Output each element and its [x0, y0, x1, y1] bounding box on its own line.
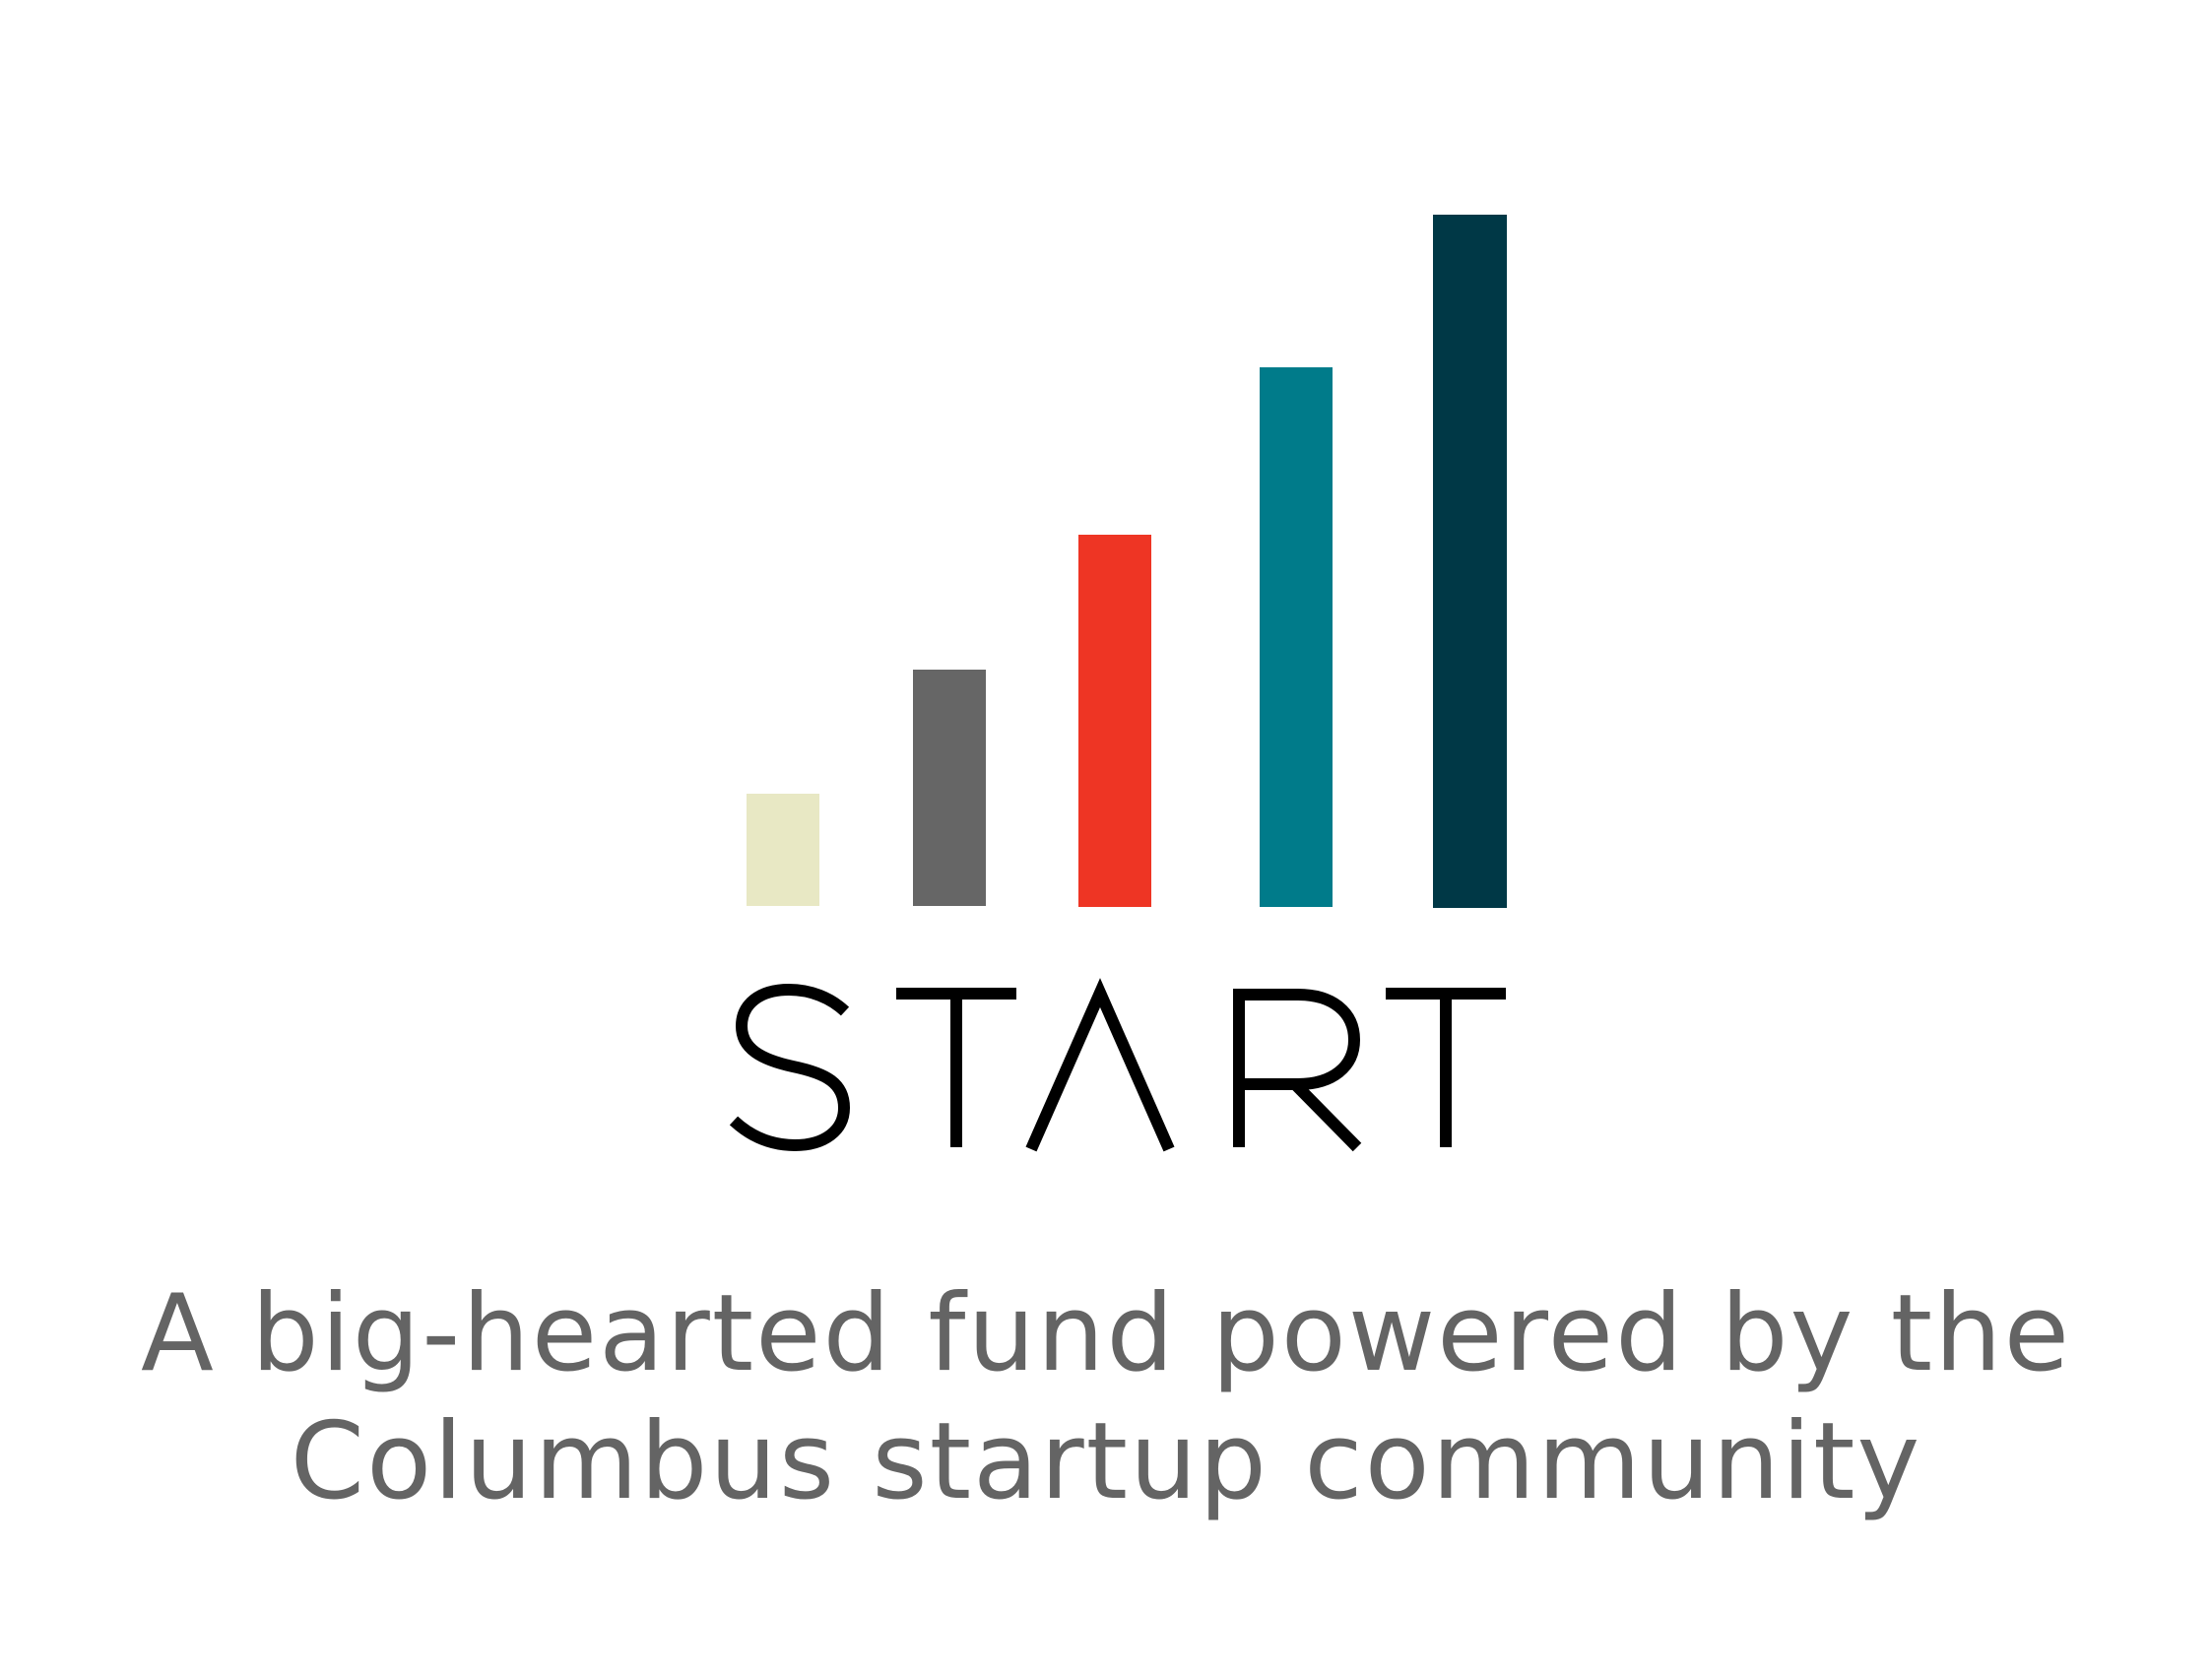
start-wordmark [729, 978, 1506, 1152]
logo-bar-2 [913, 670, 986, 906]
logo-bar-4 [1260, 367, 1333, 907]
logo-bar-3 [1078, 535, 1151, 907]
logo-bar-5 [1433, 215, 1507, 908]
logo-bar-1 [747, 794, 819, 906]
tagline-line-1: A big-hearted fund powered by the [140, 1272, 2072, 1395]
tagline-line-2: Columbus startup community [290, 1400, 1922, 1523]
